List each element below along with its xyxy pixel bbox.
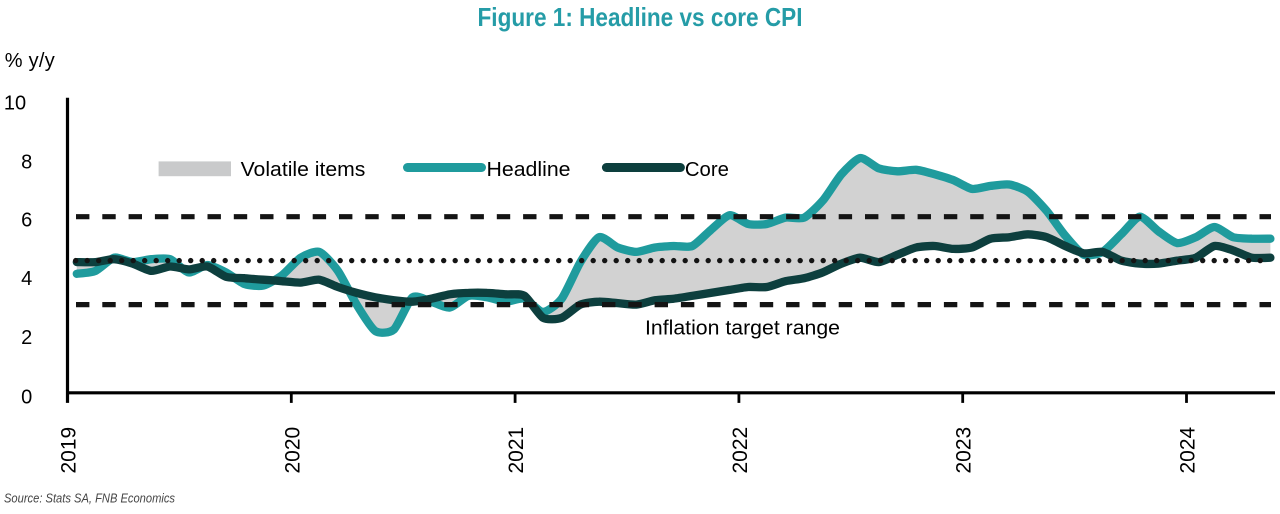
svg-text:0: 0 [21,386,32,408]
svg-text:2023: 2023 [953,427,976,474]
svg-text:Volatile items: Volatile items [241,159,366,181]
svg-text:2024: 2024 [1177,426,1200,473]
svg-text:8: 8 [21,151,32,173]
svg-text:4: 4 [21,268,32,290]
svg-text:Headline: Headline [487,159,571,181]
svg-text:% y/y: % y/y [5,50,55,72]
svg-text:Core: Core [685,159,729,181]
svg-text:2020: 2020 [281,427,304,474]
svg-text:2019: 2019 [58,427,81,474]
svg-text:2: 2 [21,327,32,349]
svg-text:2022: 2022 [729,427,752,474]
svg-text:10: 10 [4,92,26,114]
svg-text:Figure 1: Headline vs core CPI: Figure 1: Headline vs core CPI [478,2,803,32]
svg-text:Inflation target range: Inflation target range [645,317,840,340]
svg-text:Source: Stats SA, FNB Economic: Source: Stats SA, FNB Economics [4,492,175,506]
svg-text:2021: 2021 [505,427,528,474]
svg-text:6: 6 [21,210,32,232]
